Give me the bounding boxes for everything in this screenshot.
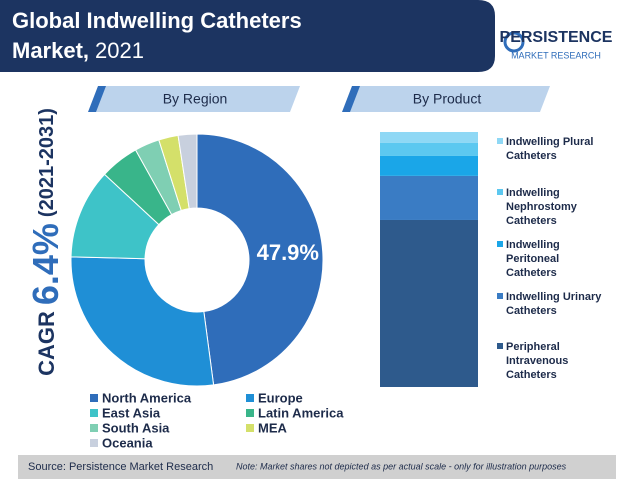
legend-label: East Asia — [102, 405, 161, 420]
legend-swatch — [497, 138, 503, 144]
legend-label: Peripheral Intravenous Catheters — [506, 341, 569, 381]
cagr-period: (2021-2031) — [36, 108, 58, 217]
bar-segment — [380, 132, 478, 143]
cagr-text: CAGR 6.4% (2021-2031) — [25, 108, 66, 376]
legend-label: South Asia — [102, 420, 170, 435]
legend-label: Indwelling Peritoneal Catheters — [506, 239, 560, 279]
bar-segment — [380, 219, 478, 387]
legend-swatch — [246, 394, 254, 402]
donut-slice — [177, 133, 198, 210]
title-line2: Market, 2021 — [12, 38, 144, 63]
legend-swatch — [497, 293, 503, 299]
data-label: 47.9% — [257, 240, 319, 265]
cagr-value: 6.4% — [25, 223, 66, 305]
product-banner — [348, 86, 550, 112]
legend-swatch — [497, 189, 503, 195]
legend-label: North America — [102, 390, 192, 405]
banner-stripe — [342, 86, 360, 112]
logo-icon — [503, 31, 525, 53]
legend-label: MEA — [258, 420, 288, 435]
title-market: Market, — [12, 38, 89, 63]
legend-label: Indwelling Nephrostomy Catheters — [506, 187, 577, 227]
title-line1: Global Indwelling Catheters — [12, 8, 302, 33]
footer-bar — [18, 455, 616, 479]
footer-note: Note: Market shares not depicted as per … — [236, 461, 567, 471]
legend-label: Indwelling Plural Catheters — [506, 136, 594, 162]
legend-swatch — [497, 241, 503, 247]
region-banner — [94, 86, 300, 112]
logo-name: PERSISTENCE — [500, 29, 613, 46]
banner-stripe — [88, 86, 106, 112]
legend-label: Oceania — [102, 435, 153, 450]
header-banner — [0, 0, 495, 72]
footer-source: Source: Persistence Market Research — [28, 461, 213, 473]
legend-swatch — [497, 343, 503, 349]
donut-slice — [196, 133, 324, 386]
section-title: By Product — [413, 91, 482, 107]
legend-swatch — [90, 409, 98, 417]
logo-tagline: MARKET RESEARCH — [511, 50, 601, 60]
legend-swatch — [90, 394, 98, 402]
legend-swatch — [246, 424, 254, 432]
legend-label: Europe — [258, 390, 303, 405]
donut-slice — [70, 256, 215, 387]
bar-segment — [380, 155, 478, 176]
legend-label: Latin America — [258, 405, 344, 420]
title-year: 2021 — [95, 38, 144, 63]
legend-swatch — [90, 424, 98, 432]
bar-segment — [380, 175, 478, 220]
legend-label: Indwelling Urinary Catheters — [506, 291, 602, 317]
bar-segment — [380, 142, 478, 156]
cagr: CAGR 6.4% (2021-2031) — [25, 108, 66, 376]
legend-swatch — [246, 409, 254, 417]
cagr-label: CAGR — [34, 311, 59, 376]
legend-swatch — [90, 439, 98, 447]
section-title: By Region — [163, 91, 228, 107]
